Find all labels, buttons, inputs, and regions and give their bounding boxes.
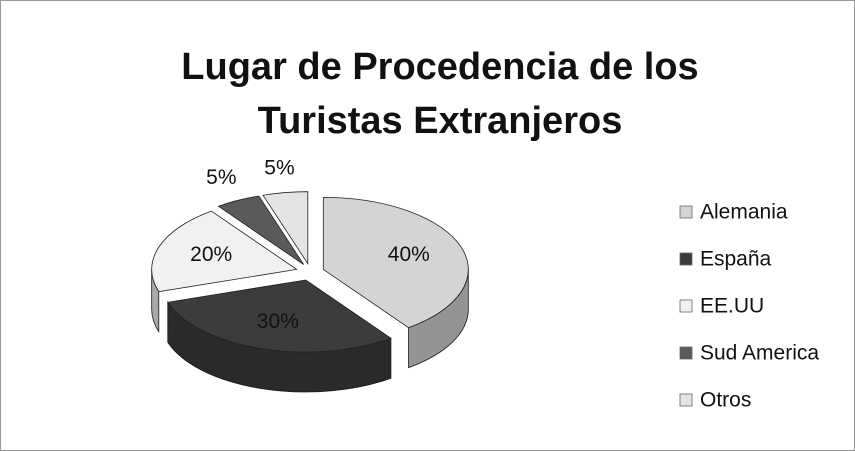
data-label: 5% bbox=[264, 156, 294, 179]
chart-title: Lugar de Procedencia de los Turistas Ext… bbox=[181, 46, 699, 142]
data-label: 5% bbox=[206, 166, 236, 189]
legend-label: Alemania bbox=[700, 201, 788, 224]
slice bbox=[167, 279, 392, 353]
data-label: 40% bbox=[388, 243, 430, 266]
slice bbox=[262, 191, 309, 266]
data-label: 30% bbox=[257, 310, 299, 333]
slice bbox=[322, 197, 469, 329]
legend-swatch bbox=[679, 252, 693, 266]
data-label: 20% bbox=[190, 243, 232, 266]
legend-swatch bbox=[679, 205, 693, 219]
legend-label: España bbox=[700, 248, 772, 271]
slice bbox=[151, 210, 298, 293]
legend-swatch bbox=[679, 346, 693, 360]
slice-tops bbox=[151, 191, 469, 353]
legend-label: EE.UU bbox=[700, 295, 764, 318]
legend-swatch bbox=[679, 393, 693, 407]
legend-label: Sud America bbox=[700, 342, 819, 365]
slice bbox=[217, 195, 304, 265]
legend-label: Otros bbox=[700, 389, 751, 412]
legend-swatch bbox=[679, 299, 693, 313]
